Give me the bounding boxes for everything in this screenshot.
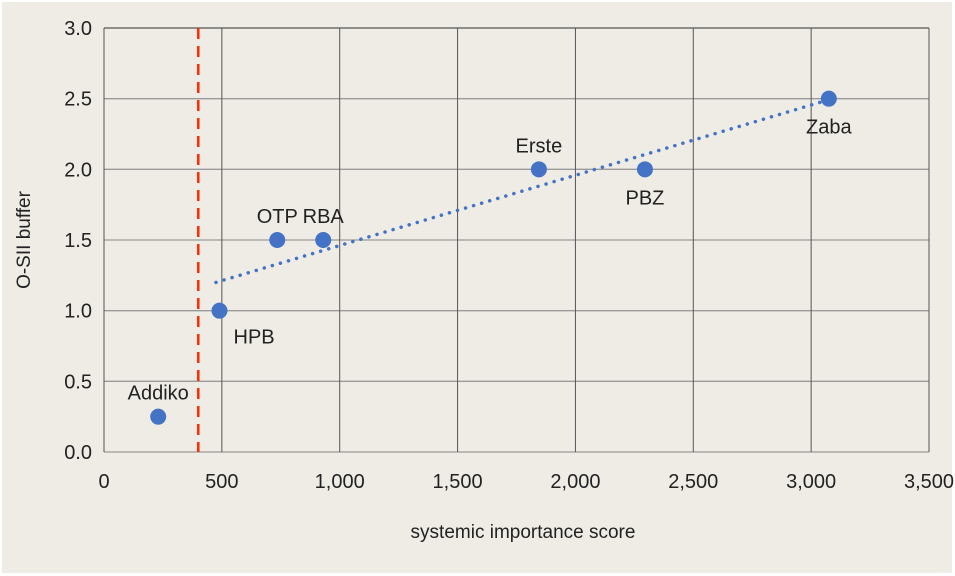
x-tick-label: 500 (205, 471, 238, 493)
data-label: OTP (257, 206, 298, 228)
x-tick-label: 1,500 (433, 471, 483, 493)
data-label: HPB (234, 327, 275, 349)
y-tick-label: 0.0 (64, 442, 92, 464)
data-label: Addiko (128, 383, 189, 405)
data-label: Zaba (806, 117, 852, 139)
data-point-pbz (636, 161, 653, 178)
x-tick-label: 0 (98, 471, 109, 493)
y-tick-label: 1.0 (64, 301, 92, 323)
x-axis-label: systemic importance score (411, 522, 636, 543)
data-point-zaba (820, 90, 837, 107)
data-point-hpb (211, 302, 228, 319)
y-tick-label: 2.5 (64, 89, 92, 111)
data-label: PBZ (626, 187, 665, 209)
data-point-otp (269, 232, 286, 248)
x-tick-label: 1,000 (315, 471, 365, 493)
x-tick-label: 2,500 (668, 471, 718, 493)
data-point-rba (315, 232, 332, 248)
x-tick-label: 3,000 (786, 471, 836, 493)
trendline (214, 99, 825, 285)
data-point-addiko (150, 408, 167, 425)
y-tick-label: 3.0 (64, 18, 92, 40)
y-axis-label: O-SII buffer (14, 190, 35, 289)
y-tick-label: 2.0 (64, 159, 92, 181)
data-point-erste (530, 161, 547, 178)
x-tick-label: 3,500 (904, 471, 954, 493)
data-label: Erste (516, 135, 563, 157)
x-tick-label: 2,000 (550, 471, 600, 493)
y-tick-label: 1.5 (64, 230, 92, 252)
y-tick-label: 0.5 (64, 371, 92, 393)
data-label: RBA (303, 206, 345, 228)
